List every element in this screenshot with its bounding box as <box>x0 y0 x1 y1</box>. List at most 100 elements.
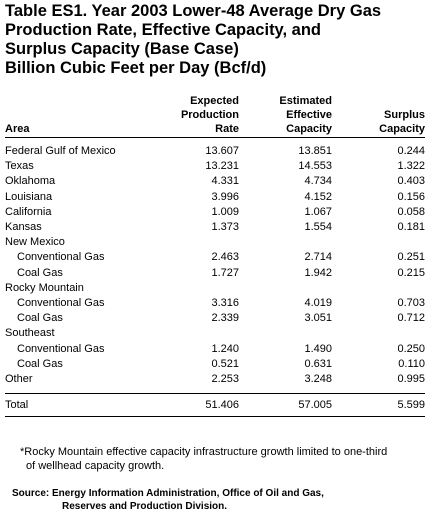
footnote: *Rocky Mountain effective capacity infra… <box>20 445 425 473</box>
production-cell: 13.607 <box>205 145 239 157</box>
title-line-2: Production Rate, Effective Capacity, and <box>5 21 322 39</box>
capacity-cell: 3.248 <box>304 373 332 386</box>
capacity-cell: 4.152 <box>304 190 332 203</box>
table-row: Louisiana 3.996 4.152 0.156 <box>5 190 425 205</box>
production-cell: 2.339 <box>211 312 239 325</box>
area-cell: Coal Gas <box>17 357 63 370</box>
table-row: Other 2.253 3.248 0.995 <box>5 372 425 387</box>
area-cell: Coal Gas <box>17 266 63 279</box>
table-row: Federal Gulf of Mexico 13.607 13.851 0.2… <box>5 138 425 160</box>
surplus-cell: 0.244 <box>397 145 425 157</box>
total-area-cell: Total <box>5 398 29 411</box>
area-cell: Kansas <box>5 221 42 234</box>
production-cell: 1.727 <box>211 266 239 279</box>
table-row-group-header: New Mexico <box>5 235 425 250</box>
capacity-cell: 4.734 <box>304 175 332 188</box>
surplus-cell: 0.110 <box>398 357 425 370</box>
production-cell: 0.521 <box>211 357 239 370</box>
table-row: California 1.009 1.067 0.058 <box>5 205 425 220</box>
area-cell: Conventional Gas <box>17 297 105 310</box>
surplus-cell: 0.250 <box>397 342 425 355</box>
capacity-cell: 0.631 <box>304 357 332 370</box>
area-cell: Southeast <box>5 327 55 340</box>
capacity-cell: 4.019 <box>304 297 332 310</box>
area-cell: Other <box>5 373 33 386</box>
table-row: Coal Gas 1.727 1.942 0.215 <box>5 266 425 281</box>
title-line-4: Billion Cubic Feet per Day (Bcf/d) <box>5 59 267 77</box>
surplus-cell: 0.251 <box>397 251 425 264</box>
header-surplus-line-1: Surplus <box>384 109 425 121</box>
production-cell <box>175 281 239 296</box>
table-row: Oklahoma 4.331 4.734 0.403 <box>5 174 425 189</box>
header-production-line-1: Expected <box>190 95 239 107</box>
total-row: Total 51.406 57.005 5.599 <box>5 393 425 417</box>
header-production-line-3: Rate <box>215 123 239 135</box>
area-cell: Texas <box>5 160 34 173</box>
capacity-cell: 1.554 <box>304 221 332 234</box>
area-cell: New Mexico <box>5 236 65 249</box>
surplus-cell: 0.156 <box>397 190 425 203</box>
capacity-cell <box>239 235 332 250</box>
capacity-cell: 2.714 <box>304 251 332 264</box>
header-area: Area <box>5 94 175 138</box>
header-surplus-line-2: Capacity <box>379 123 425 135</box>
total-capacity-cell: 57.005 <box>298 398 332 411</box>
surplus-cell: 0.712 <box>397 312 425 325</box>
total-production-cell: 51.406 <box>205 398 239 411</box>
header-production: Expected Production Rate <box>175 94 239 138</box>
surplus-cell: 0.703 <box>397 297 425 310</box>
table-row-group-header: Rocky Mountain <box>5 281 425 296</box>
area-cell: California <box>5 205 52 218</box>
header-production-line-2: Production <box>180 109 239 121</box>
capacity-cell <box>239 281 332 296</box>
table-row: Conventional Gas 2.463 2.714 0.251 <box>5 250 425 265</box>
area-cell: Conventional Gas <box>17 342 105 355</box>
footnote-line-1: *Rocky Mountain effective capacity infra… <box>20 446 388 458</box>
header-capacity: Estimated Effective Capacity <box>239 94 332 138</box>
capacity-cell: 3.051 <box>304 312 332 325</box>
source-line-2: Reserves and Production Division. <box>62 501 228 512</box>
production-cell: 3.996 <box>211 190 239 203</box>
capacity-cell: 14.553 <box>298 160 332 173</box>
surplus-cell <box>332 235 425 250</box>
production-cell <box>175 235 239 250</box>
capacity-cell: 1.067 <box>304 205 332 218</box>
header-capacity-line-1: Estimated <box>279 95 332 107</box>
table-row: Conventional Gas 3.316 4.019 0.703 <box>5 296 425 311</box>
header-row: Area Expected Production Rate Estimated … <box>5 94 425 138</box>
capacity-cell <box>239 326 332 341</box>
title-line-1: Table ES1. Year 2003 Lower-48 Average Dr… <box>5 2 382 20</box>
production-cell: 13.231 <box>205 160 239 173</box>
footnote-line-2: of wellhead capacity growth. <box>26 460 165 472</box>
production-cell: 4.331 <box>211 175 239 188</box>
table-row: Kansas 1.373 1.554 0.181 <box>5 220 425 235</box>
source-note: Source: Energy Information Administratio… <box>12 487 422 513</box>
surplus-cell: 0.995 <box>397 373 425 386</box>
surplus-cell <box>332 326 425 341</box>
table-row-group-header: Southeast <box>5 326 425 341</box>
capacity-cell: 1.942 <box>304 266 332 279</box>
title-line-3: Surplus Capacity (Base Case) <box>5 40 239 58</box>
area-cell: Coal Gas <box>17 312 63 325</box>
area-cell: Federal Gulf of Mexico <box>5 145 116 157</box>
header-capacity-line-2: Effective <box>286 109 332 121</box>
area-cell: Conventional Gas <box>17 251 105 264</box>
production-cell: 3.316 <box>211 297 239 310</box>
surplus-cell: 0.181 <box>397 221 425 234</box>
area-cell: Rocky Mountain <box>5 281 84 294</box>
area-cell: Oklahoma <box>5 175 56 188</box>
table-row: Coal Gas 0.521 0.631 0.110 <box>5 357 425 372</box>
table-row: Texas 13.231 14.553 1.322 <box>5 159 425 174</box>
capacity-cell: 1.490 <box>304 342 332 355</box>
header-surplus: Surplus Capacity <box>332 94 425 138</box>
surplus-cell: 1.322 <box>397 160 425 173</box>
surplus-cell <box>332 281 425 296</box>
area-cell: Louisiana <box>5 190 53 203</box>
header-area-label: Area <box>5 123 30 135</box>
surplus-cell: 0.403 <box>397 175 425 188</box>
capacity-table: Area Expected Production Rate Estimated … <box>5 94 425 417</box>
source-line-1: Source: Energy Information Administratio… <box>12 488 324 499</box>
production-cell: 1.373 <box>211 221 239 234</box>
production-cell <box>175 326 239 341</box>
production-cell: 2.463 <box>211 251 239 264</box>
